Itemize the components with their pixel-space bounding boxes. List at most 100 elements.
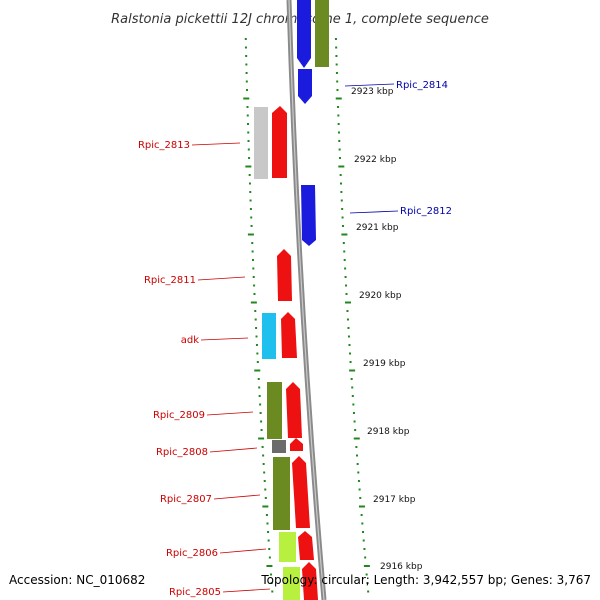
minor-tick	[335, 55, 338, 57]
cds-block-olive[interactable]	[273, 457, 290, 530]
cds-block-gray[interactable]	[272, 440, 286, 453]
minor-tick	[258, 386, 261, 389]
gene-arrow-red[interactable]	[292, 456, 310, 528]
cds-block-lime[interactable]	[283, 567, 300, 600]
minor-tick	[338, 140, 341, 142]
gene-label-rpic-2806[interactable]: Rpic_2806	[166, 548, 218, 559]
minor-tick	[247, 123, 250, 125]
minor-tick	[249, 199, 252, 202]
minor-tick	[365, 573, 368, 576]
gene-arrow-blue[interactable]	[301, 185, 316, 246]
topology-text: Topology: circular; Length: 3,942,557 bp…	[261, 573, 591, 587]
minor-tick	[251, 242, 254, 244]
minor-tick	[334, 38, 337, 40]
scale-label: 2916 kbp	[380, 562, 423, 572]
gene-arrow-red[interactable]	[286, 382, 302, 438]
gene-arrow-red[interactable]	[272, 106, 287, 178]
minor-tick	[346, 310, 349, 312]
gene-label-rpic-2808[interactable]: Rpic_2808	[156, 447, 208, 458]
gene-arrow-red[interactable]	[302, 562, 318, 600]
gene-label-rpic-2809[interactable]: Rpic_2809	[153, 410, 205, 421]
gene-label-adk[interactable]: adk	[181, 335, 199, 346]
minor-tick	[250, 225, 253, 227]
minor-tick	[339, 174, 342, 176]
minor-tick	[363, 548, 366, 550]
minor-tick	[246, 89, 249, 91]
minor-tick	[263, 480, 266, 482]
cds-block-gray[interactable]	[254, 107, 268, 179]
minor-tick	[344, 267, 347, 270]
minor-tick	[262, 463, 265, 465]
minor-tick	[357, 471, 360, 474]
minor-tick	[247, 140, 250, 142]
scale-label: 2920 kbp	[359, 291, 402, 301]
minor-tick	[337, 114, 340, 117]
major-tick	[262, 505, 269, 508]
minor-tick	[264, 497, 267, 499]
major-tick	[247, 233, 254, 236]
minor-tick	[366, 582, 369, 584]
minor-tick	[248, 157, 251, 159]
minor-tick	[260, 420, 263, 423]
major-tick	[363, 565, 370, 567]
gene-label-rpic-2805[interactable]: Rpic_2805	[169, 587, 221, 598]
minor-tick	[251, 259, 254, 261]
minor-tick	[248, 174, 251, 176]
scale-label: 2923 kbp	[351, 87, 394, 97]
minor-tick	[251, 250, 254, 253]
gene-arrow-blue[interactable]	[297, 58, 311, 68]
cds-block-lime[interactable]	[279, 532, 296, 562]
scale-labels: 2923 kbp 2922 kbp 2921 kbp 2920 kbp 2919…	[351, 87, 423, 572]
cds-block-cyan[interactable]	[262, 313, 276, 359]
minor-tick	[362, 539, 365, 542]
gene-arrow-blue[interactable]	[298, 69, 312, 104]
minor-tick	[354, 429, 357, 431]
right-tick-track	[334, 38, 370, 593]
gene-features	[254, 0, 329, 600]
gene-label-rpic-2811[interactable]: Rpic_2811	[144, 275, 196, 286]
major-tick	[254, 369, 261, 372]
gene-labels: Rpic_2814 Rpic_2813 Rpic_2812 Rpic_2811 …	[138, 80, 452, 598]
gene-arrow-red[interactable]	[290, 438, 303, 451]
minor-tick	[335, 72, 338, 74]
gene-arrow-red[interactable]	[281, 312, 297, 358]
gene-arrow-red[interactable]	[298, 531, 314, 560]
minor-tick	[346, 318, 349, 321]
major-tick	[358, 505, 365, 508]
major-tick	[266, 565, 273, 567]
gene-label-rpic-2807[interactable]: Rpic_2807	[160, 494, 212, 505]
scale-label: 2918 kbp	[367, 427, 410, 437]
minor-tick	[263, 471, 266, 474]
scale-label: 2917 kbp	[373, 495, 416, 505]
cds-block-olive[interactable]	[267, 382, 282, 439]
minor-tick	[349, 361, 352, 363]
accession-text: Accession: NC_010682	[9, 573, 146, 587]
gene-arrow-blue[interactable]	[297, 0, 311, 58]
minor-tick	[335, 63, 338, 66]
minor-tick	[350, 378, 353, 380]
minor-tick	[342, 242, 345, 244]
minor-tick	[340, 182, 343, 185]
gene-label-rpic-2814[interactable]: Rpic_2814	[396, 80, 448, 91]
gene-label-rpic-2813[interactable]: Rpic_2813	[138, 140, 190, 151]
minor-tick	[247, 148, 250, 151]
minor-tick	[361, 522, 364, 525]
minor-tick	[244, 46, 247, 49]
minor-tick	[358, 488, 361, 491]
minor-tick	[245, 55, 248, 57]
gene-arrow-red[interactable]	[277, 249, 292, 301]
minor-tick	[362, 531, 365, 533]
minor-tick	[259, 412, 262, 414]
minor-tick	[352, 412, 355, 414]
gene-label-rpic-2812[interactable]: Rpic_2812	[400, 206, 452, 217]
minor-tick	[255, 335, 258, 338]
minor-tick	[351, 395, 354, 397]
minor-tick	[337, 123, 340, 125]
minor-tick	[336, 80, 339, 83]
minor-tick	[353, 420, 356, 423]
cds-block-olive[interactable]	[315, 0, 329, 67]
major-tick	[245, 165, 252, 168]
minor-tick	[359, 497, 362, 499]
minor-tick	[344, 276, 347, 278]
